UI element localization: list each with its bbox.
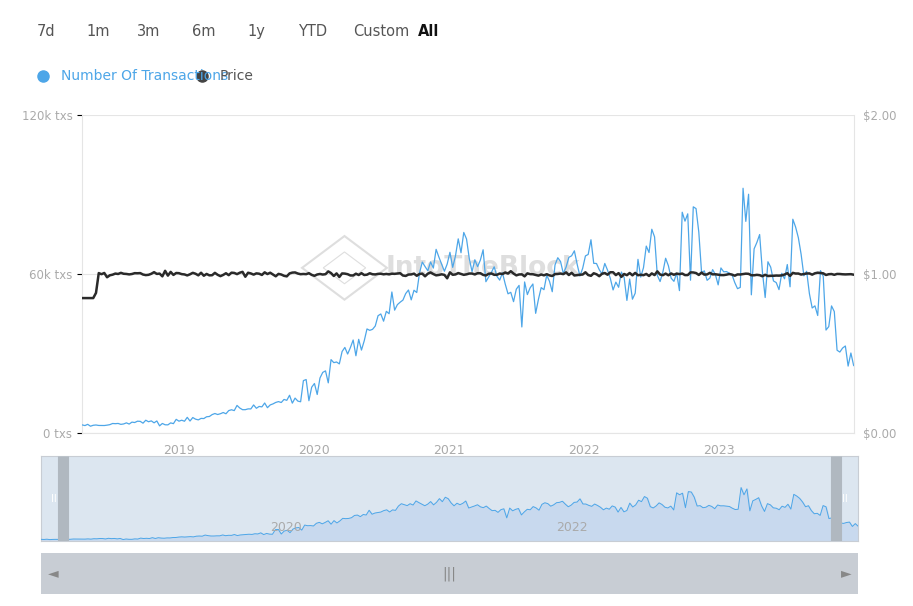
Text: Custom: Custom xyxy=(353,24,409,39)
Text: IntoTheBlock: IntoTheBlock xyxy=(386,255,581,281)
Text: II: II xyxy=(51,494,57,504)
Text: Price: Price xyxy=(220,68,254,83)
Text: 1m: 1m xyxy=(87,24,110,39)
Text: 1y: 1y xyxy=(247,24,266,39)
Text: 3m: 3m xyxy=(137,24,161,39)
Text: ◄: ◄ xyxy=(47,566,58,581)
Text: |||: ||| xyxy=(443,566,456,581)
Text: All: All xyxy=(418,24,439,39)
Text: ►: ► xyxy=(841,566,852,581)
Text: 7d: 7d xyxy=(37,24,55,39)
Text: 2020: 2020 xyxy=(270,521,302,534)
Text: 2022: 2022 xyxy=(556,521,588,534)
Text: 6m: 6m xyxy=(193,24,215,39)
Text: Number Of Transactions: Number Of Transactions xyxy=(60,68,227,83)
Text: YTD: YTD xyxy=(298,24,327,39)
Text: II: II xyxy=(843,494,848,504)
